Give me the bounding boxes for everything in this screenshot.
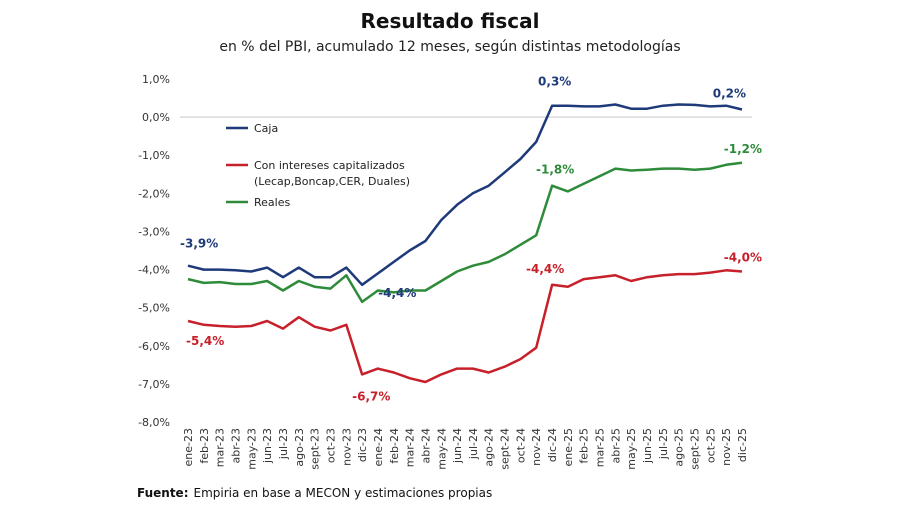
chart-title: Resultado fiscal bbox=[361, 9, 540, 33]
y-tick-label: -8,0% bbox=[138, 416, 170, 429]
y-tick-label: 0,0% bbox=[142, 111, 170, 124]
y-tick-label: -1,0% bbox=[138, 149, 170, 162]
y-tick-label: -7,0% bbox=[138, 378, 170, 391]
y-tick-label: -3,0% bbox=[138, 225, 170, 238]
x-tick-label: jun-24 bbox=[451, 428, 464, 464]
data-label: -1,8% bbox=[536, 163, 574, 177]
x-tick-label: oct-23 bbox=[324, 428, 337, 463]
data-label: -4,4% bbox=[526, 262, 564, 276]
series-line-reales bbox=[187, 161, 743, 304]
chart-subtitle: en % del PBI, acumulado 12 meses, según … bbox=[219, 39, 680, 55]
x-tick-label: ago-24 bbox=[483, 428, 496, 467]
x-tick-label: sept-24 bbox=[499, 428, 512, 470]
x-tick-label: oct-25 bbox=[704, 428, 717, 463]
x-axis: ene-23 feb-23 mar-23 abr-23 may-23 jun-23 jul-… bbox=[182, 428, 749, 470]
legend: Caja Con intereses capitalizados (Lecap,… bbox=[226, 122, 410, 209]
data-label: -3,9% bbox=[180, 237, 218, 251]
data-label: 0,2% bbox=[713, 86, 746, 100]
legend-label-intereses-detail: (Lecap,Boncap,CER, Duales) bbox=[254, 175, 410, 188]
x-tick-label: feb-25 bbox=[578, 428, 591, 464]
x-tick-label: dic-23 bbox=[356, 428, 369, 462]
data-label: -6,7% bbox=[352, 389, 390, 403]
x-tick-label: mar-25 bbox=[594, 428, 607, 467]
x-tick-label: ago-25 bbox=[673, 428, 686, 467]
data-label: 0,3% bbox=[538, 75, 571, 89]
y-tick-label: -4,0% bbox=[138, 264, 170, 277]
x-tick-label: abr-25 bbox=[609, 428, 622, 464]
x-tick-label: jun-25 bbox=[641, 428, 654, 464]
x-tick-label: mar-24 bbox=[404, 428, 417, 467]
x-tick-label: ene-23 bbox=[182, 428, 195, 466]
x-tick-label: may-24 bbox=[435, 428, 448, 470]
x-tick-label: sept-25 bbox=[689, 428, 702, 470]
x-tick-label: ene-24 bbox=[372, 428, 385, 466]
x-tick-label: feb-23 bbox=[198, 428, 211, 464]
x-tick-label: abr-24 bbox=[419, 428, 432, 464]
x-tick-label: ago-23 bbox=[293, 428, 306, 467]
x-tick-label: jun-23 bbox=[261, 428, 274, 464]
series-lines bbox=[187, 103, 743, 384]
series-line-caja bbox=[187, 103, 743, 287]
x-tick-label: dic-25 bbox=[736, 428, 749, 462]
series-line-intereses bbox=[187, 269, 743, 384]
x-tick-label: may-23 bbox=[245, 428, 258, 470]
x-tick-label: oct-24 bbox=[514, 428, 527, 463]
legend-label-caja: Caja bbox=[254, 122, 278, 135]
y-tick-label: -5,0% bbox=[138, 302, 170, 315]
data-labels: -3,9% -4,4% 0,3% 0,2% -5,4% -6,7% -4,4% -4,0% -1… bbox=[180, 75, 762, 404]
x-tick-label: jul-23 bbox=[277, 428, 290, 460]
x-tick-label: sept-23 bbox=[309, 428, 322, 470]
x-tick-label: dic-24 bbox=[546, 428, 559, 462]
x-tick-label: nov-23 bbox=[340, 428, 353, 466]
x-tick-label: feb-24 bbox=[388, 428, 401, 464]
footer-label: Fuente: bbox=[137, 486, 189, 500]
y-tick-label: 1,0% bbox=[142, 73, 170, 86]
footer: Fuente: Empiria en base a MECON y estimac… bbox=[137, 486, 492, 500]
x-tick-label: jul-25 bbox=[657, 428, 670, 460]
y-tick-label: -6,0% bbox=[138, 340, 170, 353]
x-tick-label: nov-25 bbox=[720, 428, 733, 466]
data-label: -4,0% bbox=[724, 250, 762, 264]
footer-text: Empiria en base a MECON y estimaciones p… bbox=[194, 486, 493, 500]
x-tick-label: nov-24 bbox=[530, 428, 543, 466]
x-tick-label: mar-23 bbox=[214, 428, 227, 467]
legend-label-intereses: Con intereses capitalizados bbox=[254, 159, 405, 172]
y-tick-label: -2,0% bbox=[138, 187, 170, 200]
x-tick-label: ene-25 bbox=[562, 428, 575, 466]
data-label: -5,4% bbox=[186, 334, 224, 348]
x-tick-label: jul-24 bbox=[467, 428, 480, 460]
x-tick-label: may-25 bbox=[625, 428, 638, 470]
data-label: -4,4% bbox=[378, 286, 416, 300]
data-label: -1,2% bbox=[724, 142, 762, 156]
x-tick-label: abr-23 bbox=[229, 428, 242, 464]
y-axis: 1,0% 0,0% -1,0% -2,0% -3,0% -4,0% -5,0% -6,0% -7… bbox=[138, 73, 170, 429]
legend-label-reales: Reales bbox=[254, 196, 290, 209]
